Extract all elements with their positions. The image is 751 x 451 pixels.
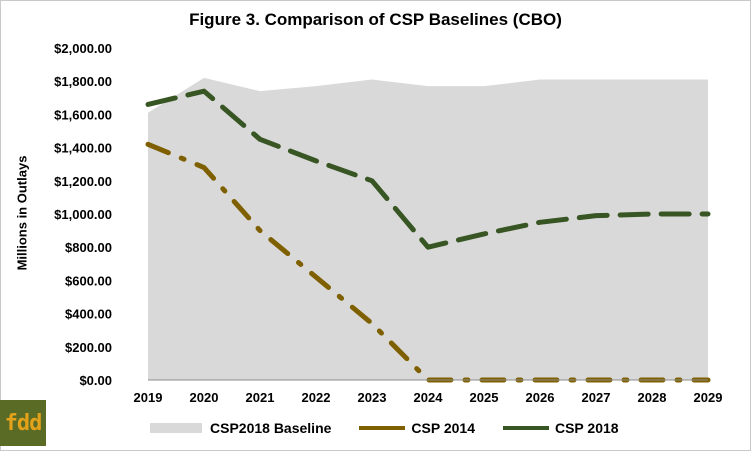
- y-tick-label: $400.00: [65, 307, 112, 322]
- y-tick-label: $2,000.00: [54, 41, 112, 56]
- chart-title: Figure 3. Comparison of CSP Baselines (C…: [189, 10, 562, 29]
- x-tick-label: 2029: [694, 390, 723, 405]
- legend-swatch-baseline: [150, 423, 202, 433]
- x-tick-label: 2020: [190, 390, 219, 405]
- x-tick-label: 2022: [302, 390, 331, 405]
- y-tick-label: $1,000.00: [54, 207, 112, 222]
- axis-layer: $0.00 $200.00 $400.00 $600.00 $800.00 $1,000.…: [54, 41, 722, 405]
- legend: CSP2018 Baseline CSP 2014 CSP 2018: [150, 420, 647, 436]
- x-tick-label: 2026: [526, 390, 555, 405]
- area-layer: [148, 77, 708, 380]
- area-series-baseline: [148, 77, 708, 380]
- y-tick-label: $1,200.00: [54, 174, 112, 189]
- legend-item-csp2018: CSP 2018: [502, 420, 619, 436]
- x-tick-label: 2025: [470, 390, 499, 405]
- x-tick-label: 2023: [358, 390, 387, 405]
- y-tick-label: $200.00: [65, 340, 112, 355]
- legend-label-csp2014: CSP 2014: [411, 420, 475, 436]
- x-tick-label: 2021: [246, 390, 275, 405]
- y-tick-label: $1,600.00: [54, 107, 112, 122]
- y-tick-label: $1,800.00: [54, 74, 112, 89]
- y-tick-label: $0.00: [79, 373, 112, 388]
- legend-label-csp2018: CSP 2018: [554, 420, 619, 436]
- y-tick-label: $1,400.00: [54, 141, 112, 156]
- legend-item-baseline: CSP2018 Baseline: [150, 420, 331, 436]
- x-tick-label: 2024: [414, 390, 444, 405]
- fdd-logo-text: fdd: [4, 410, 43, 436]
- legend-swatch-csp2014: [359, 426, 406, 430]
- legend-label-baseline: CSP2018 Baseline: [210, 420, 332, 436]
- x-tick-label: 2027: [582, 390, 611, 405]
- y-tick-label: $600.00: [65, 273, 112, 288]
- x-tick-label: 2028: [638, 390, 667, 405]
- y-tick-label: $800.00: [65, 240, 112, 255]
- x-tick-label: 2019: [134, 390, 163, 405]
- line-series-csp2018: [145, 88, 711, 250]
- legend-item-csp2014: CSP 2014: [359, 420, 475, 436]
- fdd-logo: fdd: [0, 400, 46, 446]
- legend-swatch-csp2018: [502, 426, 549, 430]
